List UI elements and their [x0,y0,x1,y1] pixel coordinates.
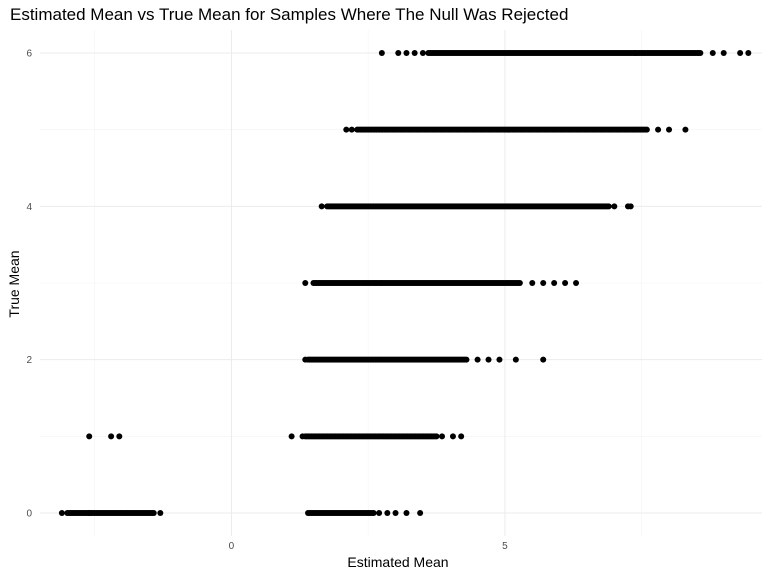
data-point [551,280,558,286]
data-point [682,126,689,133]
data-point [433,433,440,440]
x-tick-label-0: 0 [229,541,235,552]
data-point [697,50,704,56]
data-point [745,50,752,56]
data-point [302,280,309,286]
data-point [666,126,673,133]
data-point [605,203,612,210]
data-point [449,433,456,440]
data-point [411,50,418,56]
data-point [529,280,536,286]
chart-title: Estimated Mean vs True Mean for Samples … [10,5,568,24]
y-tick-label-6: 6 [26,49,32,60]
data-point [540,356,547,363]
data-point [562,280,569,286]
data-point [86,510,93,516]
data-point [540,280,547,286]
data-point [299,433,306,440]
x-tick-label-5: 5 [502,541,508,552]
data-point [643,126,650,133]
data-point [439,433,446,440]
data-point [58,510,65,516]
data-point [150,510,157,516]
data-point [403,50,410,56]
data-point [302,356,309,363]
data-point [737,50,744,56]
y-axis-label: True Mean [6,250,22,317]
data-point [419,50,426,56]
data-point [655,126,662,133]
data-point [516,280,523,286]
data-point [463,356,470,363]
data-point [417,510,424,516]
data-point [370,510,377,516]
data-point [611,203,618,210]
y-tick-label-2: 2 [26,355,32,366]
data-point [512,356,519,363]
data-point [458,433,465,440]
x-axis-label: Estimated Mean [347,554,448,570]
data-point [474,356,481,363]
data-point [384,510,391,516]
data-point [343,126,350,133]
data-point [376,510,383,516]
data-point [496,356,503,363]
data-point [709,50,716,56]
data-point [116,433,123,440]
data-point [485,356,492,363]
data-point [720,50,727,56]
data-point [348,126,355,133]
data-point [288,433,295,440]
data-point [157,510,164,516]
data-point [403,510,410,516]
data-point [378,50,385,56]
data-point [395,50,402,56]
y-tick-label-0: 0 [26,509,32,520]
data-point [108,433,115,440]
data-point [318,203,325,210]
data-points [58,50,752,516]
y-tick-label-4: 4 [26,202,32,213]
data-point [627,203,634,210]
data-point [392,510,399,516]
data-point [573,280,580,286]
data-point [86,433,93,440]
